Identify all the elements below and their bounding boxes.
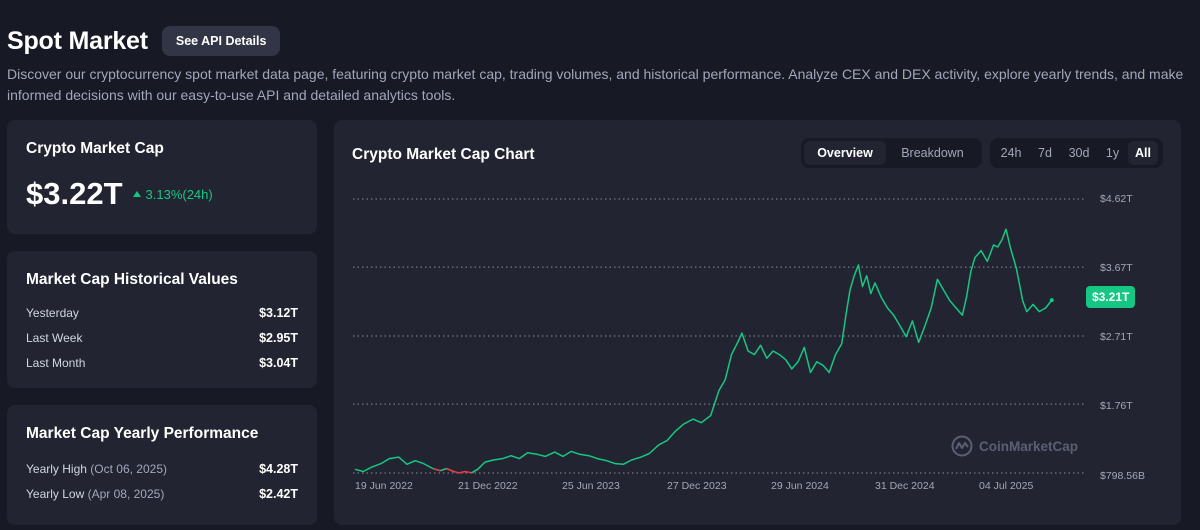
tab-overview[interactable]: Overview [804,141,886,165]
coinmarketcap-logo-icon [951,435,973,457]
chart-title: Crypto Market Cap Chart [352,146,535,163]
market-cap-series-line [440,467,455,473]
coinmarketcap-watermark: CoinMarketCap [951,435,1078,457]
y-axis-tick-label: $4.62T [1100,193,1133,205]
range-24h[interactable]: 24h [1000,146,1022,160]
historical-row-label: Last Week [26,331,83,345]
x-axis-tick-label: 19 Jun 2022 [355,480,413,492]
market-cap-series-line [446,467,479,474]
y-axis-tick-label: $2.71T [1100,331,1133,343]
market-cap-line-chart[interactable] [334,120,1181,525]
watermark-text: CoinMarketCap [979,438,1079,454]
x-axis-tick-label: 31 Dec 2024 [875,480,935,492]
yearly-high-label: Yearly High [26,462,87,476]
market-cap-change: 3.13%(24h) [132,186,213,202]
historical-row-value: $2.95T [259,331,298,345]
market-cap-value-row: $3.22T 3.13%(24h) [26,176,213,212]
yearly-low-label: Yearly Low [26,487,85,501]
yearly-low-date: (Apr 08, 2025) [87,487,165,501]
see-api-details-button[interactable]: See API Details [161,26,281,56]
historical-row-value: $3.12T [259,306,298,320]
x-axis-tick-label: 29 Jun 2024 [771,480,829,492]
market-cap-card: Crypto Market Cap $3.22T 3.13%(24h) [7,120,317,234]
y-axis-tick-label: $798.56B [1100,470,1145,482]
historical-row-label: Last Month [26,356,86,370]
historical-row: Yesterday $3.12T [26,306,298,320]
chart-range-toggle: 24h 7d 30d 1y All [990,138,1163,168]
historical-row-label: Yesterday [26,306,79,320]
y-axis-tick-label: $3.67T [1100,262,1133,274]
yearly-high-label-group: Yearly High (Oct 06, 2025) [26,462,167,476]
range-7d[interactable]: 7d [1038,146,1052,160]
historical-row-value: $3.04T [259,356,298,370]
caret-up-icon [132,191,141,197]
range-1y[interactable]: 1y [1105,146,1120,160]
x-axis-tick-label: 04 Jul 2025 [979,480,1034,492]
range-30d[interactable]: 30d [1068,146,1090,160]
yearly-low-row: Yearly Low (Apr 08, 2025) $2.42T [26,487,298,501]
x-axis-tick-label: 21 Dec 2022 [458,480,518,492]
yearly-high-date: (Oct 06, 2025) [90,462,167,476]
page-header: Spot Market See API Details [7,26,281,56]
historical-row: Last Month $3.04T [26,356,298,370]
yearly-performance-title: Market Cap Yearly Performance [26,425,259,442]
market-cap-title: Crypto Market Cap [26,140,164,157]
current-price-tag: $3.21T [1086,286,1136,308]
yearly-high-row: Yearly High (Oct 06, 2025) $4.28T [26,462,298,476]
historical-values-card: Market Cap Historical Values Yesterday $… [7,251,317,388]
page-description: Discover our cryptocurrency spot market … [7,66,1184,103]
current-value-point [1049,298,1054,303]
chart-view-toggle: Overview Breakdown [801,138,982,168]
x-axis-tick-label: 27 Dec 2023 [667,480,727,492]
market-cap-value: $3.22T [26,176,123,211]
range-all[interactable]: All [1128,141,1158,165]
market-cap-chart-card: Crypto Market Cap Chart Overview Breakdo… [334,120,1181,525]
page-title: Spot Market [7,26,148,55]
market-cap-change-text: 3.13%(24h) [145,186,213,202]
historical-row: Last Week $2.95T [26,331,298,345]
historical-values-title: Market Cap Historical Values [26,271,238,288]
yearly-low-label-group: Yearly Low (Apr 08, 2025) [26,487,164,501]
tab-breakdown[interactable]: Breakdown [901,146,964,160]
market-cap-series-line [354,456,441,473]
yearly-low-value: $2.42T [259,487,298,501]
x-axis-tick-label: 25 Jun 2023 [562,480,620,492]
yearly-high-value: $4.28T [259,462,298,476]
y-axis-tick-label: $1.76T [1100,400,1133,412]
yearly-performance-card: Market Cap Yearly Performance Yearly Hig… [7,405,317,525]
market-cap-series-line [432,467,447,472]
